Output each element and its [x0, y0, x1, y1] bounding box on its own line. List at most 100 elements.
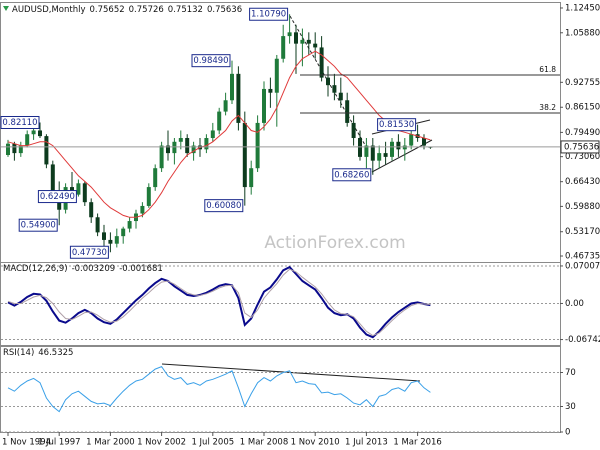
annotation-label: 0.54900	[21, 221, 56, 231]
y-tick-label: -0.067423	[565, 335, 600, 345]
y-tick-label: 30	[565, 402, 576, 412]
panel-label: MACD(12,26,9)	[3, 264, 68, 274]
annotation-box	[191, 54, 231, 68]
panel-value: -0.003209	[72, 264, 116, 274]
candle-body	[140, 205, 145, 214]
candle-body	[82, 183, 87, 203]
fib-label: 38.2	[539, 103, 556, 112]
candle-body	[114, 236, 119, 244]
candle-body	[166, 145, 170, 154]
x-tick-label: 1 Jul 1997	[38, 438, 81, 448]
candle-body	[204, 138, 209, 150]
panel-header: RSI(14) 46.5325	[3, 348, 73, 358]
candle-body	[102, 232, 106, 240]
candle-body	[217, 111, 222, 131]
candle-body	[364, 145, 369, 157]
candle-body	[25, 134, 30, 146]
candle-body	[358, 138, 362, 157]
candle-body	[31, 130, 36, 135]
annotation-label: 0.60080	[206, 201, 241, 211]
header-value: 0.75726	[129, 5, 164, 15]
macd-panel	[0, 262, 561, 346]
candle-body	[38, 130, 42, 137]
candle-body	[178, 138, 183, 142]
candle-body	[76, 183, 81, 195]
fib-label: 61.8	[539, 65, 556, 74]
candle-body	[383, 153, 388, 157]
price-header: AUDUSD,Monthly 0.75652 0.75726 0.75132 0.756…	[12, 5, 242, 15]
series-line	[7, 50, 431, 218]
candle-body	[236, 73, 241, 123]
x-tick-label: 1 Nov 2002	[137, 438, 186, 448]
x-tick-label: 1 Mar 2000	[86, 438, 134, 448]
panel-value: 46.5325	[38, 348, 73, 358]
y-tick-label: 0.66430	[565, 177, 600, 187]
panel-label: RSI(14)	[3, 348, 34, 358]
candle-body	[319, 47, 324, 78]
annotation-box	[249, 7, 289, 21]
x-tick-label: 1 Jul 2013	[345, 438, 388, 448]
candle-body	[146, 187, 151, 206]
annotation-label: 1.10790	[251, 10, 286, 20]
price-tag-label: 0.75636	[564, 142, 599, 152]
candle-body	[44, 136, 49, 165]
candle-body	[409, 134, 414, 146]
header-value: 0.75652	[89, 5, 124, 15]
series-line	[7, 268, 431, 337]
y-tick-label: 0.86150	[565, 103, 600, 113]
candle-body	[6, 143, 10, 155]
y-tick-label: 1.05880	[565, 28, 600, 38]
x-tick-label: 1 Nov 1994	[2, 438, 51, 448]
annotation-label: 0.62490	[40, 192, 75, 202]
candle-body	[313, 43, 318, 48]
annotation-box	[0, 115, 40, 129]
x-tick-label: 1 Nov 2010	[291, 438, 340, 448]
candle-body	[95, 217, 100, 233]
candle-body	[370, 145, 375, 161]
candle-body	[402, 145, 407, 150]
rsi-panel	[0, 346, 561, 433]
annotation-box	[332, 168, 372, 182]
candle-body	[210, 130, 215, 139]
candle-body	[287, 32, 292, 37]
header-icon	[3, 6, 9, 11]
header-value: 0.75636	[207, 5, 242, 15]
candle-body	[230, 73, 234, 101]
candle-body	[159, 145, 164, 169]
annotation-box	[18, 218, 58, 232]
annotation-box	[69, 245, 109, 259]
candle-body	[153, 168, 158, 188]
y-tick-label: 0.79490	[565, 128, 600, 138]
annotation-box	[37, 190, 77, 204]
x-tick-label: 1 Jul 2005	[191, 438, 234, 448]
candle-body	[294, 32, 298, 44]
panel-value: -0.001681	[119, 264, 163, 274]
candle-body	[89, 202, 94, 218]
y-tick-label: 0.92755	[565, 78, 600, 88]
y-tick-label: 0.53170	[565, 227, 600, 237]
x-tick-label: 1 Mar 2008	[240, 438, 288, 448]
y-tick-label: 0.59880	[565, 202, 600, 212]
y-tick-label: 1.12450	[565, 3, 600, 13]
candle-body	[191, 145, 196, 154]
candle-body	[249, 168, 254, 188]
y-tick-label: 0.73060	[565, 152, 600, 162]
candle-body	[338, 92, 343, 101]
candle-body	[242, 122, 247, 188]
candle-body	[422, 138, 426, 146]
header-value: AUDUSD,Monthly	[12, 5, 85, 15]
x-tick-label: 1 Mar 2016	[393, 438, 441, 448]
y-tick-label: 0.070071	[565, 261, 600, 271]
y-tick-label: 70	[565, 368, 576, 378]
candle-body	[274, 58, 279, 93]
y-tick-label: 0.46735	[565, 252, 600, 262]
candle-body	[345, 100, 350, 123]
candle-body	[396, 141, 401, 150]
series-line	[7, 265, 431, 339]
candle-body	[377, 153, 382, 161]
candle-body	[255, 122, 260, 169]
candle-body	[127, 221, 132, 229]
